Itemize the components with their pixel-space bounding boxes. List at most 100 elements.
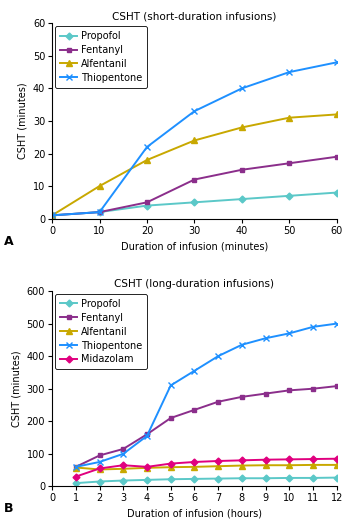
Fentanyl <box>97 209 102 215</box>
Line: Alfentanil: Alfentanil <box>73 462 339 472</box>
Line: Fentanyl: Fentanyl <box>73 384 339 469</box>
Alfentanil <box>240 462 244 469</box>
Line: Thiopentone: Thiopentone <box>72 320 340 470</box>
Midazolam <box>311 456 315 462</box>
Fentanyl <box>145 199 149 206</box>
Propofol <box>145 202 149 209</box>
Propofol <box>97 209 102 215</box>
Thiopentone <box>74 464 78 470</box>
Thiopentone <box>287 330 291 337</box>
Fentanyl <box>50 212 54 218</box>
X-axis label: Duration of infusion (minutes): Duration of infusion (minutes) <box>121 241 268 251</box>
Fentanyl <box>192 407 196 413</box>
Alfentanil <box>335 111 339 118</box>
Thiopentone <box>240 342 244 348</box>
Midazolam <box>335 456 339 462</box>
Thiopentone <box>287 69 291 75</box>
Alfentanil <box>97 466 102 473</box>
Midazolam <box>192 459 196 465</box>
X-axis label: Duration of infusion (hours): Duration of infusion (hours) <box>127 509 262 519</box>
Thiopentone <box>169 382 173 388</box>
Propofol <box>192 199 196 206</box>
Propofol <box>74 480 78 487</box>
Midazolam <box>169 461 173 467</box>
Line: Thiopentone: Thiopentone <box>48 59 340 219</box>
Alfentanil <box>169 464 173 470</box>
Line: Propofol: Propofol <box>73 475 339 485</box>
Fentanyl <box>263 391 268 397</box>
Alfentanil <box>50 212 54 218</box>
Thiopentone <box>335 321 339 327</box>
Thiopentone <box>192 108 196 114</box>
Thiopentone <box>145 144 149 150</box>
Midazolam <box>287 456 291 463</box>
Midazolam <box>263 456 268 463</box>
Midazolam <box>74 473 78 480</box>
Propofol <box>263 475 268 481</box>
Line: Midazolam: Midazolam <box>73 456 339 479</box>
Midazolam <box>216 458 220 464</box>
Y-axis label: CSHT (minutes): CSHT (minutes) <box>17 83 27 159</box>
Line: Propofol: Propofol <box>50 190 339 218</box>
Propofol <box>311 475 315 481</box>
Alfentanil <box>145 157 149 163</box>
Alfentanil <box>121 466 125 472</box>
Propofol <box>145 476 149 483</box>
Midazolam <box>121 462 125 469</box>
Propofol <box>121 478 125 484</box>
Alfentanil <box>192 137 196 144</box>
Line: Fentanyl: Fentanyl <box>50 154 339 218</box>
Thiopentone <box>97 209 102 215</box>
Y-axis label: CSHT (minutes): CSHT (minutes) <box>11 350 21 427</box>
Alfentanil <box>97 183 102 189</box>
Midazolam <box>240 457 244 464</box>
Alfentanil <box>74 464 78 471</box>
Legend: Propofol, Fentanyl, Alfentanil, Thiopentone, Midazolam: Propofol, Fentanyl, Alfentanil, Thiopent… <box>55 294 147 369</box>
Thiopentone <box>97 459 102 465</box>
Fentanyl <box>145 431 149 437</box>
Alfentanil <box>287 114 291 121</box>
Thiopentone <box>311 324 315 330</box>
Fentanyl <box>335 154 339 160</box>
Alfentanil <box>240 124 244 130</box>
Alfentanil <box>311 462 315 468</box>
Alfentanil <box>145 465 149 471</box>
Thiopentone <box>121 450 125 457</box>
Thiopentone <box>263 335 268 341</box>
Fentanyl <box>97 452 102 458</box>
Fentanyl <box>311 385 315 392</box>
Title: CSHT (short-duration infusions): CSHT (short-duration infusions) <box>112 11 276 21</box>
Fentanyl <box>74 464 78 470</box>
Fentanyl <box>192 176 196 183</box>
Propofol <box>335 189 339 196</box>
Propofol <box>287 192 291 199</box>
Propofol <box>97 479 102 485</box>
Thiopentone <box>216 353 220 359</box>
Propofol <box>240 196 244 202</box>
Alfentanil <box>263 462 268 469</box>
Fentanyl <box>240 166 244 173</box>
Propofol <box>240 475 244 481</box>
Propofol <box>335 474 339 481</box>
Line: Alfentanil: Alfentanil <box>49 112 339 218</box>
Title: CSHT (long-duration infusions): CSHT (long-duration infusions) <box>114 279 274 289</box>
Alfentanil <box>192 464 196 470</box>
Fentanyl <box>287 387 291 394</box>
Fentanyl <box>169 415 173 421</box>
Alfentanil <box>287 462 291 469</box>
Thiopentone <box>335 59 339 66</box>
Fentanyl <box>240 394 244 400</box>
Text: A: A <box>4 234 13 248</box>
Fentanyl <box>121 446 125 452</box>
Legend: Propofol, Fentanyl, Alfentanil, Thiopentone: Propofol, Fentanyl, Alfentanil, Thiopent… <box>55 26 147 87</box>
Fentanyl <box>216 399 220 405</box>
Alfentanil <box>335 462 339 468</box>
Propofol <box>192 476 196 482</box>
Midazolam <box>97 465 102 472</box>
Thiopentone <box>50 212 54 218</box>
Propofol <box>169 476 173 482</box>
Text: B: B <box>4 502 13 515</box>
Fentanyl <box>335 383 339 390</box>
Thiopentone <box>145 433 149 439</box>
Midazolam <box>145 464 149 470</box>
